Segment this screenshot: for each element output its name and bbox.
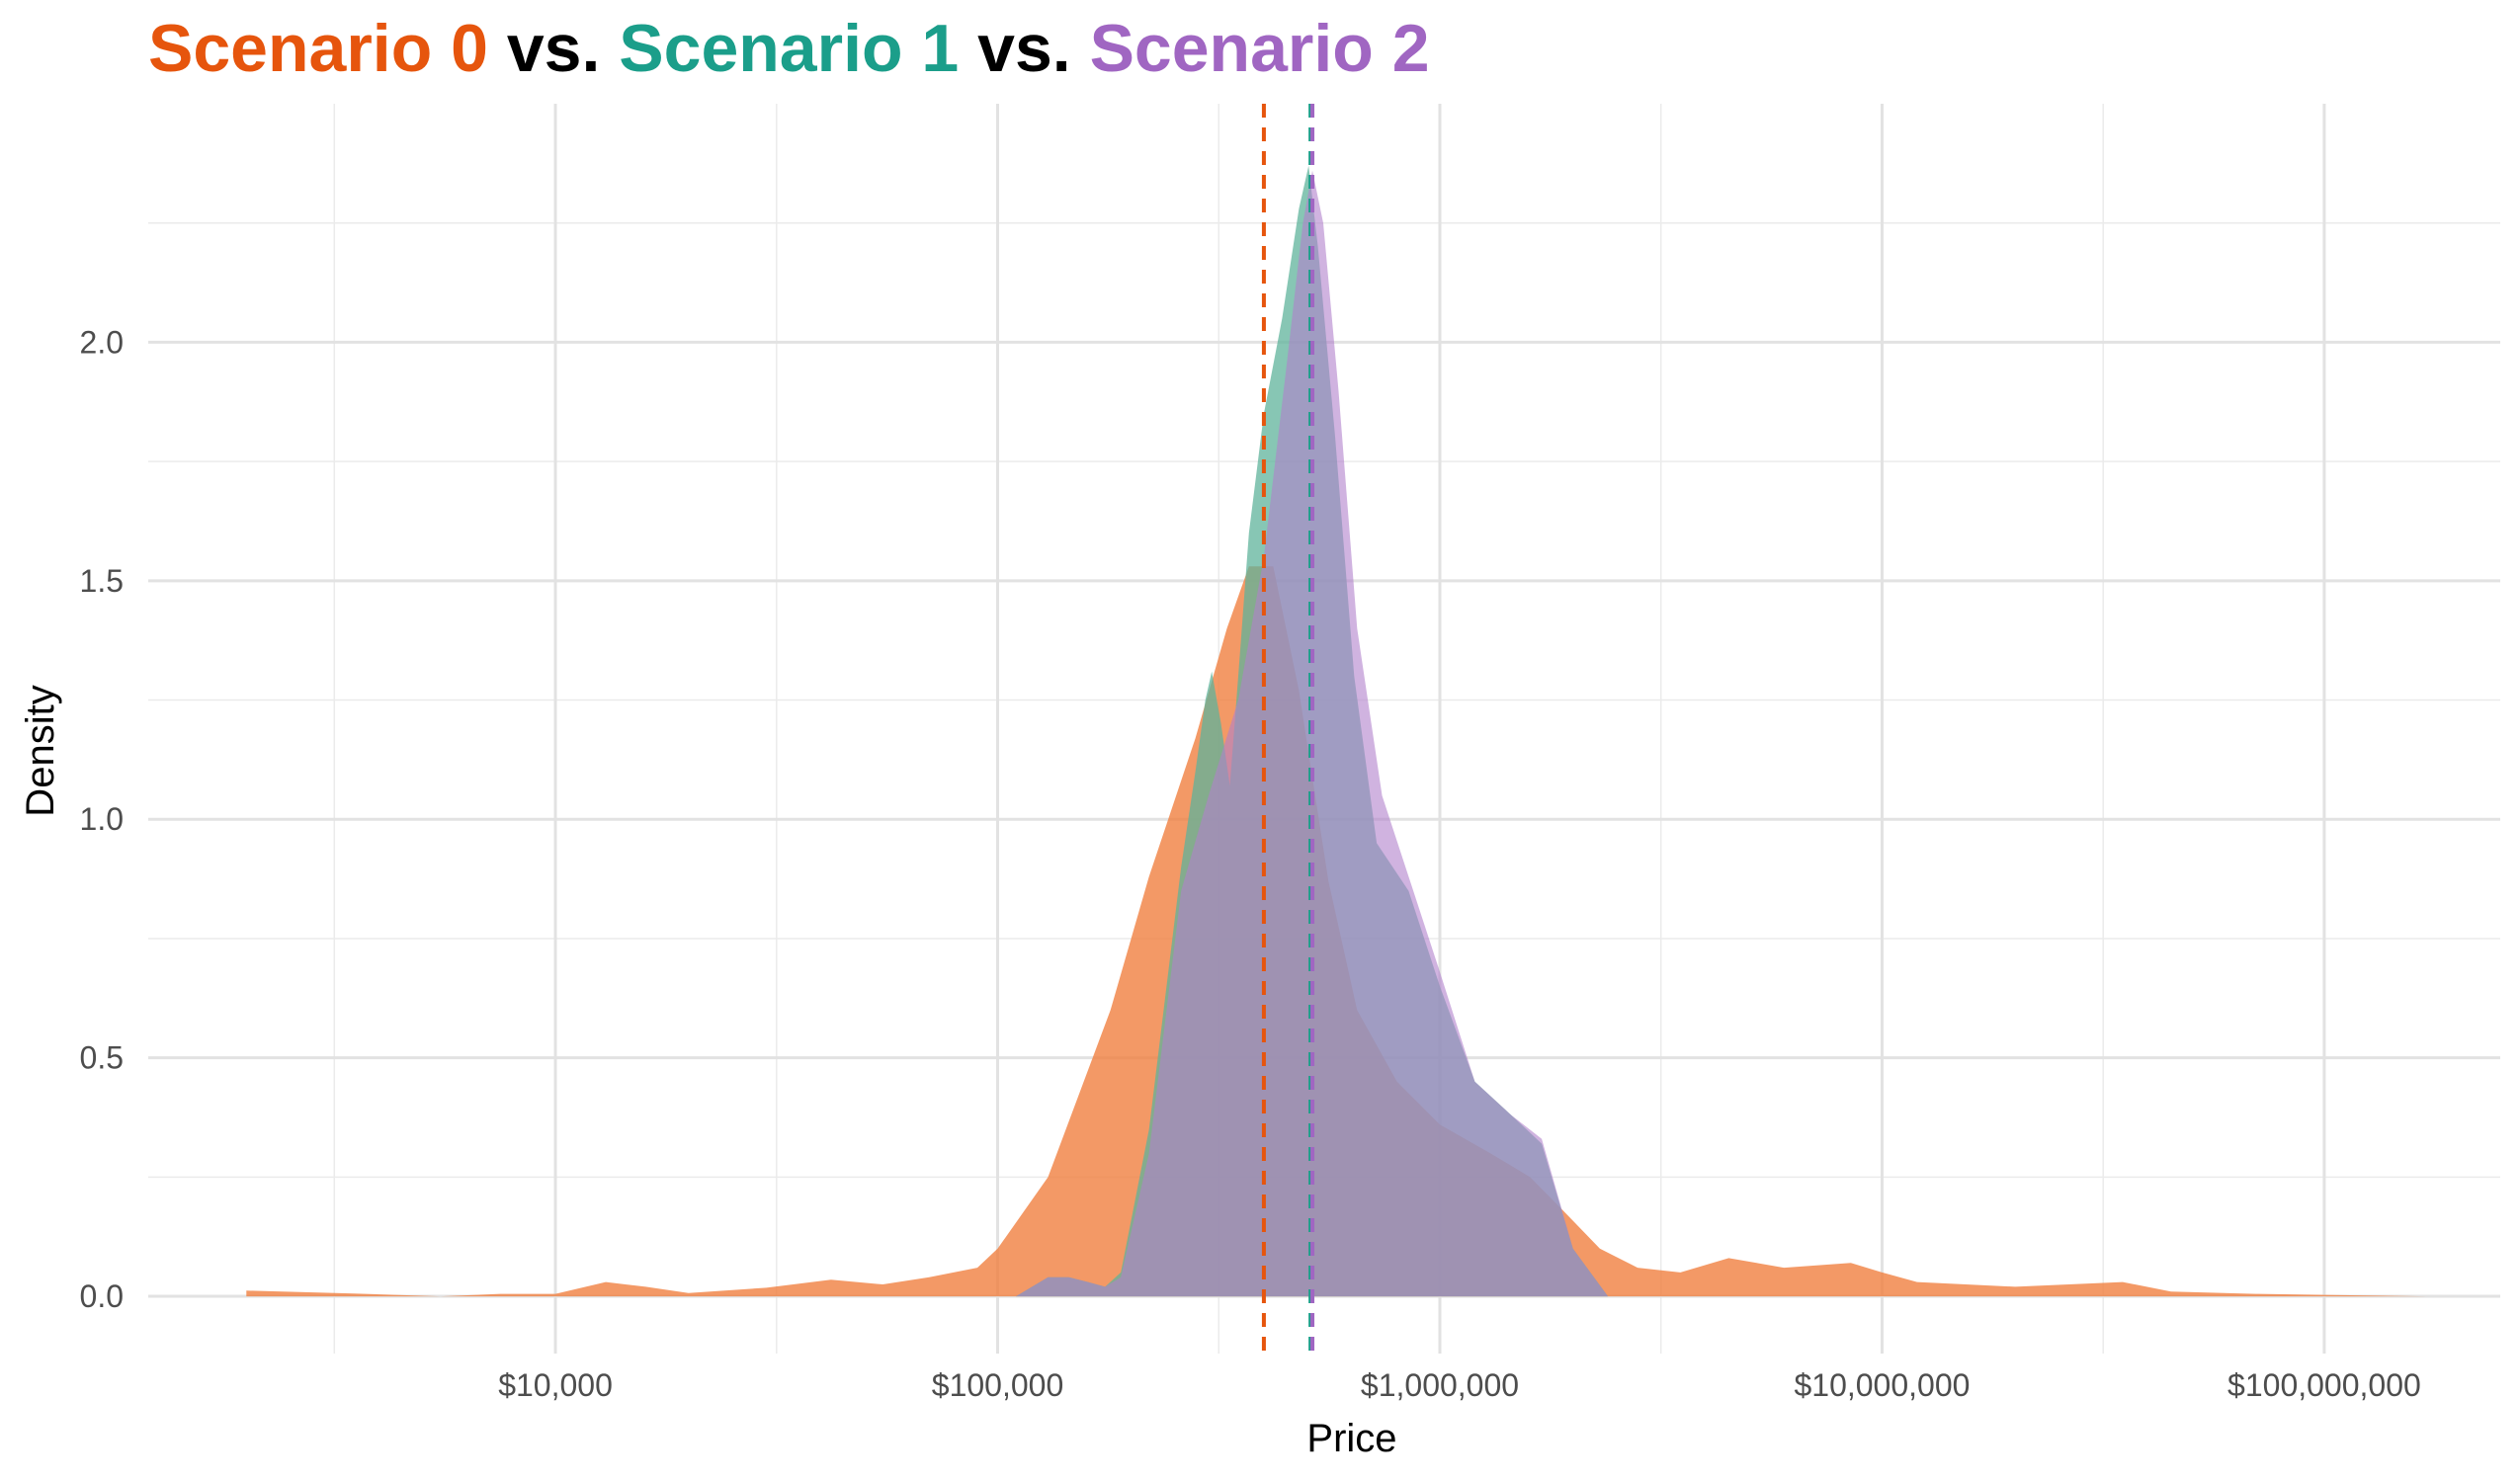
- y-tick-label: 0.0: [80, 1278, 124, 1314]
- title-segment: Scenario 1: [619, 11, 960, 86]
- y-axis-title: Density: [19, 685, 62, 816]
- title-segment: vs.: [959, 11, 1090, 86]
- x-tick-label: $10,000: [498, 1367, 613, 1403]
- y-tick-label: 1.0: [80, 801, 124, 837]
- median-lines: [1261, 104, 1315, 1354]
- x-tick-label: $1,000,000: [1361, 1367, 1519, 1403]
- title-segment: Scenario 0: [148, 11, 488, 86]
- title-segment: Scenario 2: [1089, 11, 1430, 86]
- y-tick-label: 0.5: [80, 1040, 124, 1076]
- x-axis-title: Price: [1306, 1417, 1396, 1460]
- y-axis-ticks: 0.0 0.5 1.0 1.5 2.0: [80, 324, 124, 1314]
- y-tick-label: 2.0: [80, 324, 124, 360]
- density-areas: [246, 165, 2427, 1297]
- y-tick-label: 1.5: [80, 563, 124, 599]
- x-tick-label: $100,000,000: [2227, 1367, 2421, 1403]
- title-segment: vs.: [487, 11, 620, 86]
- x-tick-label: $100,000: [932, 1367, 1063, 1403]
- chart-title: Scenario 0 vs. Scenario 1 vs. Scenario 2: [148, 6, 1430, 91]
- x-axis-ticks: $10,000 $100,000 $1,000,000 $10,000,000 $100…: [498, 1367, 2421, 1403]
- x-tick-label: $10,000,000: [1794, 1367, 1970, 1403]
